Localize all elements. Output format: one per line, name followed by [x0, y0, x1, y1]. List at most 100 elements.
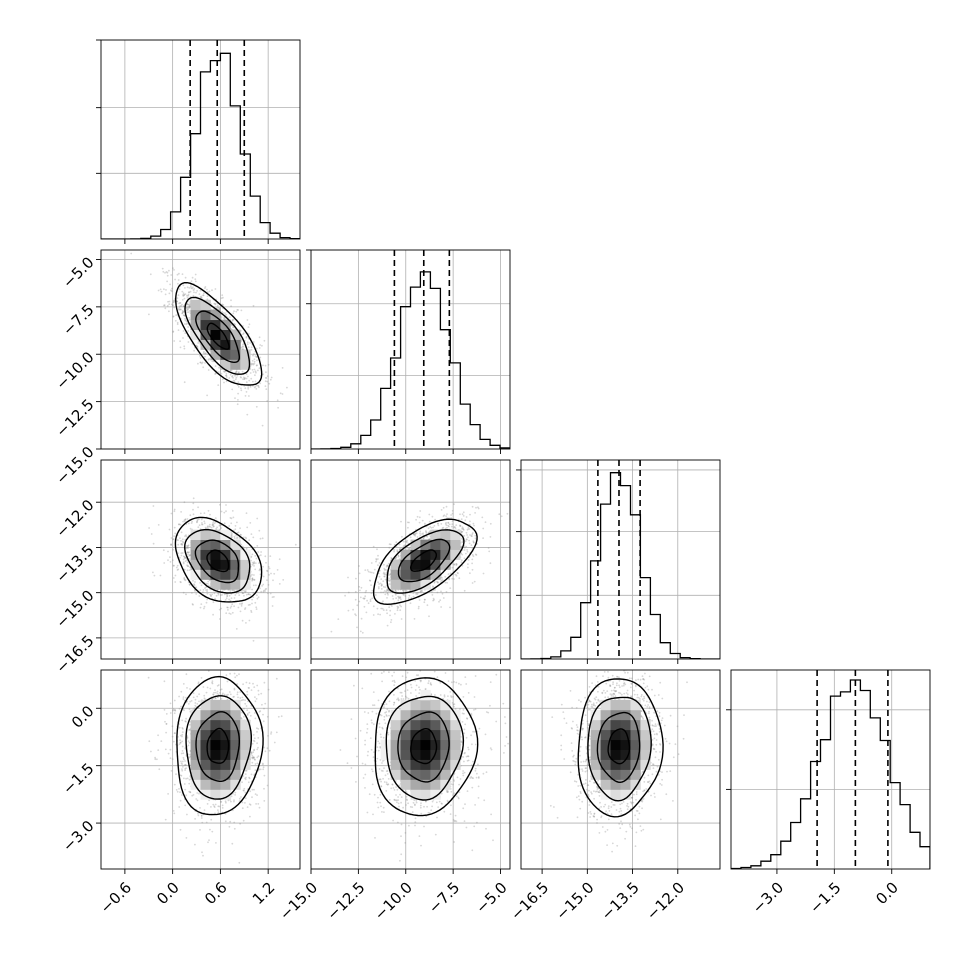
scatter-point	[208, 523, 211, 526]
scatter-point	[354, 598, 357, 601]
scatter-point	[260, 590, 263, 593]
scatter-point	[269, 555, 272, 557]
scatter-point	[171, 287, 173, 290]
scatter-point	[234, 676, 237, 679]
contour-line	[184, 296, 251, 375]
contour-line	[206, 322, 230, 350]
scatter-point	[224, 312, 226, 314]
scatter-point	[473, 524, 475, 527]
scatter-point	[426, 535, 429, 538]
scatter-point	[244, 797, 247, 800]
scatter-point	[183, 297, 186, 300]
scatter-point	[230, 299, 232, 302]
scatter-point	[234, 528, 237, 531]
scatter-point	[239, 533, 242, 536]
scatter-point	[364, 569, 367, 571]
density-bin	[230, 539, 241, 550]
scatter-point	[181, 540, 184, 543]
density-bin	[220, 569, 231, 580]
density-bin	[240, 569, 251, 580]
scatter-point	[249, 342, 252, 344]
scatter-point	[237, 381, 240, 383]
scatter-point	[179, 346, 182, 349]
scatter-point	[256, 762, 259, 765]
scatter-point	[382, 586, 385, 588]
scatter-point	[442, 506, 445, 509]
scatter-point	[219, 618, 221, 620]
scatter-point	[252, 363, 255, 366]
scatter-point	[247, 387, 250, 390]
scatter-point	[182, 294, 184, 296]
scatter-point	[358, 572, 361, 575]
scatter-point	[199, 289, 202, 292]
density-bin	[190, 559, 201, 570]
density-bin	[440, 559, 451, 570]
scatter-point	[254, 355, 257, 357]
scatter-point	[376, 607, 379, 610]
scatter-point	[367, 602, 370, 605]
scatter-point	[462, 511, 465, 514]
density-bin	[410, 569, 421, 580]
scatter-point	[172, 538, 175, 540]
scatter-point	[254, 370, 257, 373]
scatter-point	[419, 510, 422, 512]
scatter-point	[416, 536, 419, 538]
scatter-point	[187, 303, 189, 306]
scatter-point	[186, 294, 188, 297]
scatter-point	[442, 597, 445, 599]
scatter-point	[461, 530, 464, 533]
scatter-point	[197, 362, 199, 365]
scatter-point	[437, 522, 439, 525]
scatter-point	[453, 563, 456, 566]
scatter-point	[188, 551, 191, 554]
scatter-point	[252, 354, 254, 357]
scatter-point	[442, 515, 445, 517]
scatter-point	[179, 556, 181, 559]
scatter-point	[157, 524, 160, 526]
scatter-point	[192, 603, 194, 606]
scatter-point	[187, 565, 190, 568]
scatter-point	[465, 538, 468, 541]
scatter-point	[469, 520, 471, 523]
scatter-point	[185, 717, 188, 720]
scatter-point	[247, 375, 249, 378]
scatter-point	[234, 371, 237, 374]
scatter-point	[234, 661, 236, 663]
scatter-point	[187, 341, 190, 343]
scatter-point	[181, 312, 184, 315]
scatter-point	[369, 579, 372, 582]
scatter-point	[355, 577, 357, 580]
scatter-point	[163, 288, 165, 291]
scatter-point	[469, 534, 471, 536]
scatter-point	[253, 358, 256, 361]
panel-2-1	[310, 459, 511, 664]
scatter-point	[217, 805, 220, 808]
scatter-point	[199, 589, 202, 592]
density-bin	[440, 549, 451, 560]
scatter-point	[425, 532, 428, 534]
scatter-point	[199, 512, 202, 515]
scatter-point	[251, 602, 253, 605]
scatter-point	[241, 348, 244, 350]
scatter-point	[252, 562, 255, 565]
scatter-point	[188, 729, 191, 731]
scatter-point	[228, 377, 231, 379]
contour-line	[386, 529, 465, 594]
scatter-point	[441, 579, 444, 581]
scatter-point	[419, 590, 422, 593]
scatter-point	[177, 279, 180, 281]
scatter-point	[258, 562, 260, 564]
scatter-point	[437, 581, 439, 584]
scatter-point	[190, 522, 193, 524]
scatter-point	[369, 571, 372, 574]
scatter-point	[202, 294, 204, 297]
scatter-point	[225, 372, 228, 375]
scatter-point	[383, 572, 386, 575]
scatter-point	[199, 296, 202, 298]
scatter-point	[374, 594, 377, 596]
contour-line	[206, 549, 230, 573]
scatter-point	[390, 619, 393, 621]
scatter-point	[188, 583, 191, 586]
scatter-point	[245, 335, 248, 338]
scatter-point	[184, 579, 187, 582]
